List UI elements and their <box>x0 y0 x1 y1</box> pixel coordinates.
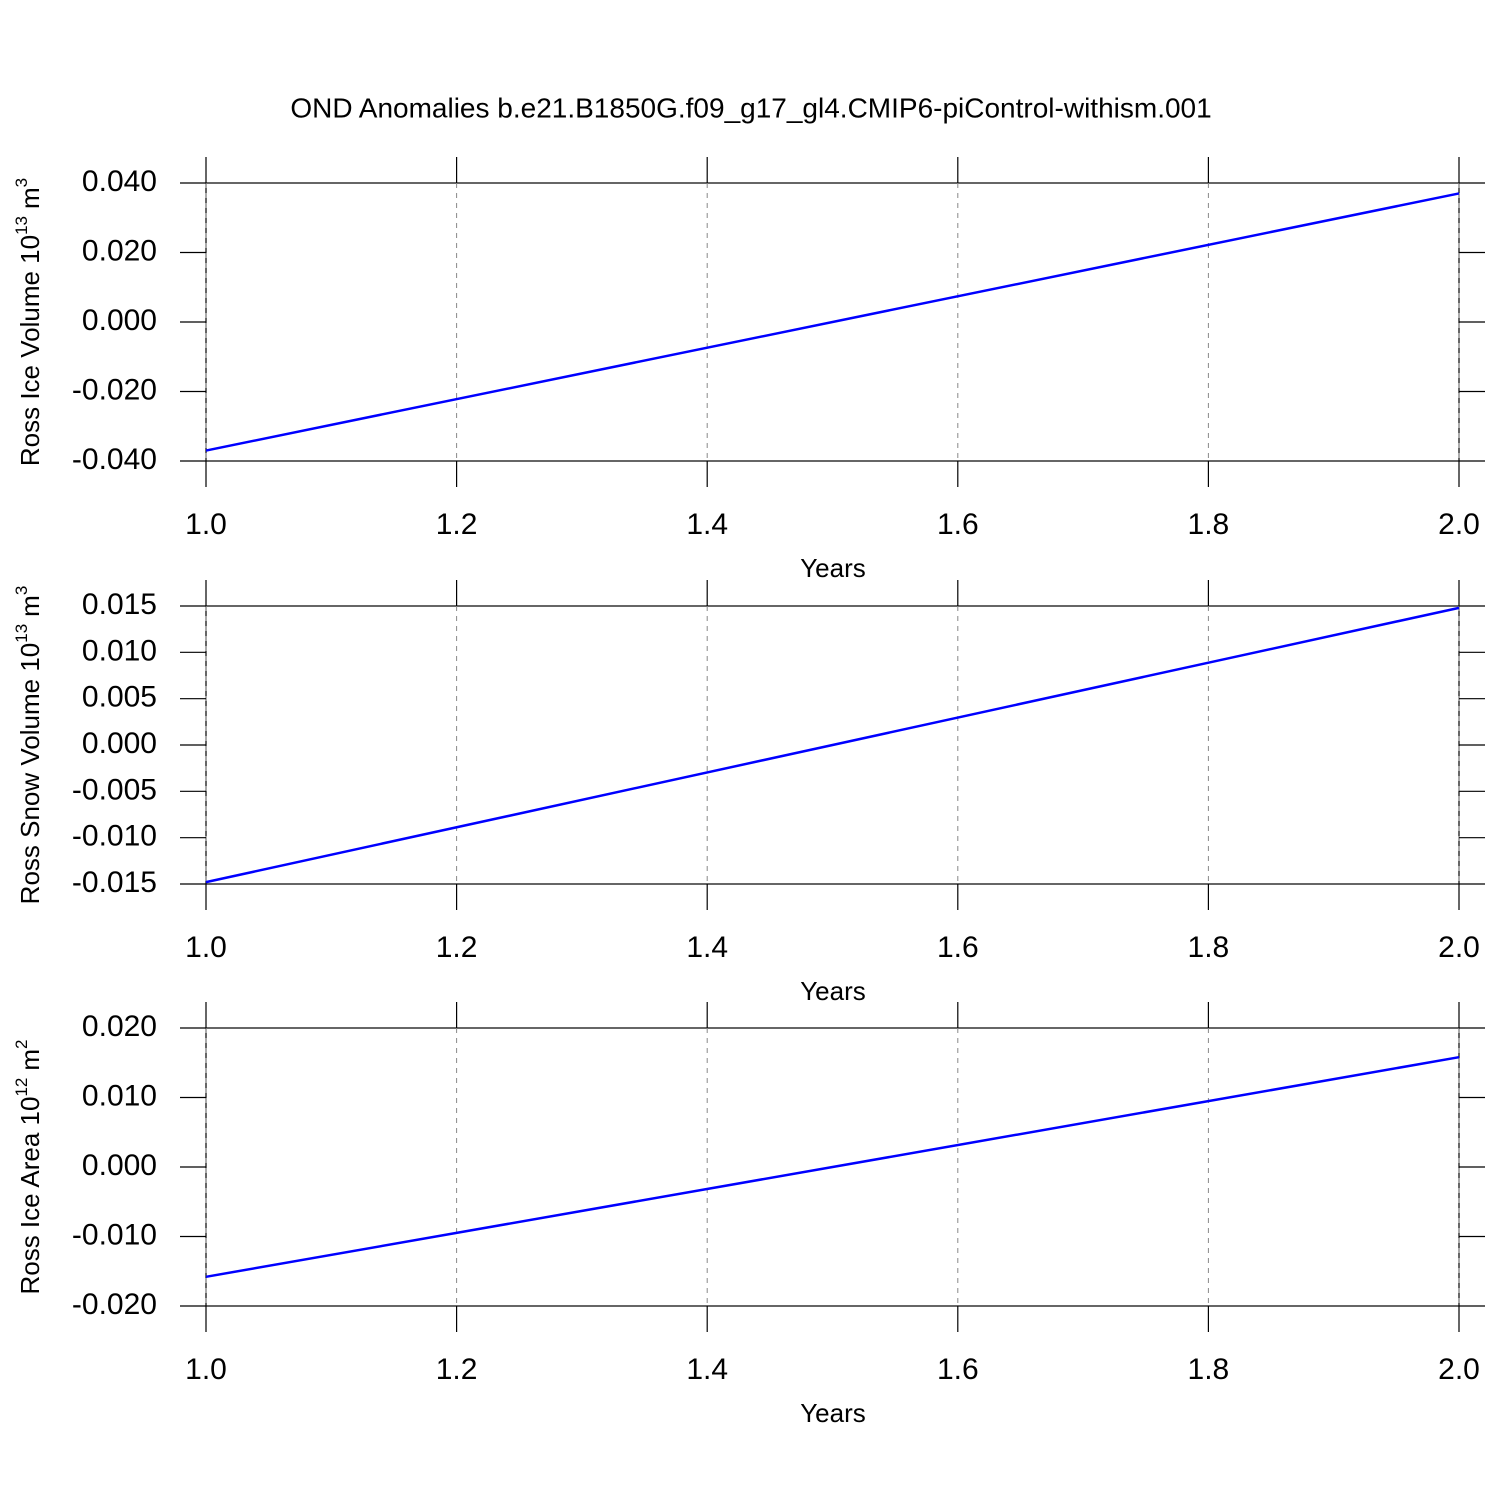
x-axis-label: Years <box>800 553 866 583</box>
y-axis-label-part: Ross Ice Area 10 <box>15 1097 45 1295</box>
y-axis-label: Ross Ice Area 1012 m2 <box>12 1039 45 1294</box>
y-tick-label: 0.005 <box>82 681 157 714</box>
y-axis-label: Ross Ice Volume 1013 m3 <box>12 178 45 466</box>
x-tick-label: 2.0 <box>1438 931 1480 964</box>
x-tick-label: 2.0 <box>1438 508 1480 541</box>
y-axis-label-part: 13 <box>12 624 31 643</box>
y-tick-label: 0.010 <box>82 634 157 667</box>
x-tick-label: 1.8 <box>1188 1353 1230 1386</box>
x-tick-label: 1.4 <box>686 931 728 964</box>
x-tick-label: 1.2 <box>436 931 478 964</box>
y-axis-label-part: m <box>15 1049 45 1071</box>
data-line <box>205 192 1460 452</box>
y-axis-label-part: 13 <box>12 216 31 235</box>
y-tick-label: 0.000 <box>82 727 157 760</box>
y-tick-label: -0.020 <box>72 1288 157 1321</box>
y-tick-label: 0.020 <box>82 1010 157 1043</box>
x-tick-label: 1.0 <box>185 508 227 541</box>
y-tick-label: 0.000 <box>82 1149 157 1182</box>
x-tick-label: 1.8 <box>1188 931 1230 964</box>
y-tick-label: -0.010 <box>72 820 157 853</box>
x-tick-label: 1.2 <box>436 1353 478 1386</box>
x-tick-label: 1.0 <box>185 931 227 964</box>
y-axis-label-part: m <box>15 187 45 209</box>
y-tick-label: 0.040 <box>82 165 157 198</box>
data-line <box>205 606 1460 884</box>
x-tick-label: 1.6 <box>937 931 979 964</box>
x-tick-label: 1.4 <box>686 508 728 541</box>
y-axis-label-part: 12 <box>12 1078 31 1097</box>
y-tick-label: 0.010 <box>82 1079 157 1112</box>
y-tick-label: -0.020 <box>72 373 157 406</box>
chart-title: OND Anomalies b.e21.B1850G.f09_g17_gl4.C… <box>290 92 1211 123</box>
x-axis-label: Years <box>800 976 866 1006</box>
x-tick-label: 1.6 <box>937 1353 979 1386</box>
data-line <box>205 1055 1460 1279</box>
x-tick-label: 1.0 <box>185 1353 227 1386</box>
y-axis-label-part: 3 <box>12 178 31 187</box>
y-axis-label-part: Ross Snow Volume 10 <box>15 643 45 905</box>
y-tick-label: -0.040 <box>72 443 157 476</box>
x-tick-label: 1.6 <box>937 508 979 541</box>
y-axis-label-part: Ross Ice Volume 10 <box>15 235 45 466</box>
y-tick-label: -0.005 <box>72 773 157 806</box>
y-axis-label: Ross Snow Volume 1013 m3 <box>12 586 45 905</box>
y-tick-label: 0.000 <box>82 304 157 337</box>
y-tick-label: 0.015 <box>82 588 157 621</box>
x-axis-label: Years <box>800 1398 866 1428</box>
y-tick-label: -0.015 <box>72 866 157 899</box>
x-tick-label: 1.4 <box>686 1353 728 1386</box>
y-axis-label-part: 3 <box>12 586 31 595</box>
y-tick-label: -0.010 <box>72 1218 157 1251</box>
x-tick-label: 1.8 <box>1188 508 1230 541</box>
x-tick-label: 2.0 <box>1438 1353 1480 1386</box>
y-tick-label: 0.020 <box>82 234 157 267</box>
y-axis-label-part: 2 <box>12 1039 31 1048</box>
x-tick-label: 1.2 <box>436 508 478 541</box>
y-axis-label-part: m <box>15 595 45 617</box>
